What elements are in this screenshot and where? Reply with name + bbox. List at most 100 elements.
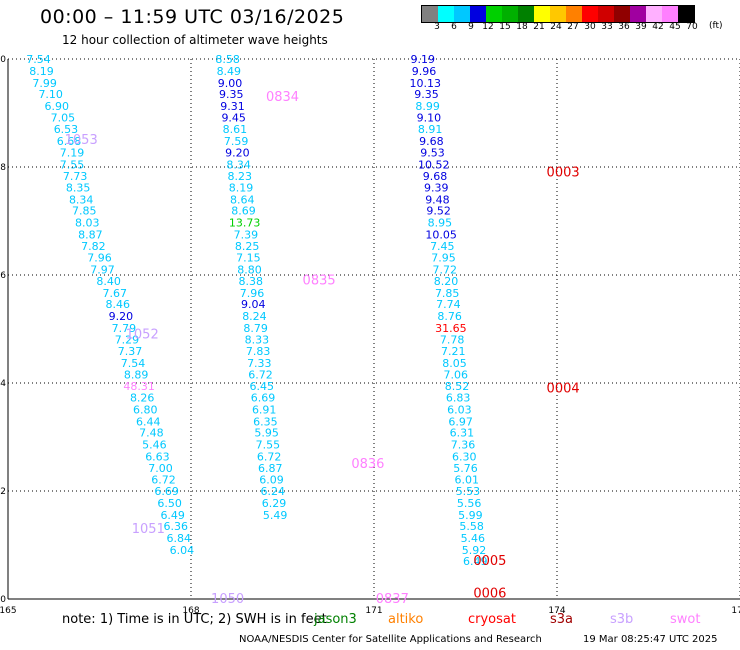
wave-height-value: 7.06 xyxy=(443,368,468,381)
color-scale-tick-label: 36 xyxy=(618,22,630,32)
wave-height-value: 9.20 xyxy=(225,146,250,159)
wave-height-value: 8.33 xyxy=(245,333,270,346)
wave-height-value: 6.97 xyxy=(448,415,473,428)
wave-height-value: 7.79 xyxy=(112,322,137,335)
wave-height-value: 9.52 xyxy=(426,205,451,218)
wave-height-value: 7.67 xyxy=(103,287,128,300)
x-tick-label: 174 xyxy=(548,606,565,616)
wave-height-value: 7.21 xyxy=(441,345,466,358)
wave-height-value: 9.53 xyxy=(420,146,445,159)
color-scale-tick-label: 30 xyxy=(584,22,596,32)
wave-height-value: 6.36 xyxy=(164,520,189,533)
track-label: 0004 xyxy=(547,381,580,396)
color-scale-tick-label: 24 xyxy=(550,22,562,32)
wave-height-value: 48.31 xyxy=(123,380,155,393)
wave-height-value: 8.58 xyxy=(215,53,240,66)
track-label: 0835 xyxy=(303,273,336,288)
track-label: 1050 xyxy=(211,592,244,607)
wave-height-value: 8.76 xyxy=(437,310,462,323)
wave-height-value: 6.63 xyxy=(145,450,170,463)
wave-height-value: 5.58 xyxy=(459,520,484,533)
wave-height-value: 7.48 xyxy=(139,427,164,440)
wave-height-value: 6.80 xyxy=(133,403,158,416)
wave-height-value: 6.01 xyxy=(454,474,479,487)
color-scale-tick-label: 39 xyxy=(635,22,647,32)
track-label: 0003 xyxy=(547,165,580,180)
wave-height-value: 7.29 xyxy=(115,333,140,346)
color-swatch-16 xyxy=(678,6,694,22)
wave-height-value: 6.44 xyxy=(136,415,161,428)
wave-height-value: 8.26 xyxy=(130,392,155,405)
satellite-s3b: s3b xyxy=(610,612,634,627)
wave-height-value: 7.00 xyxy=(148,462,173,475)
y-tick-label: 8 xyxy=(0,163,6,173)
wave-height-value: 8.24 xyxy=(242,310,267,323)
wave-height-value: 5.49 xyxy=(263,509,288,522)
wave-height-value: 8.64 xyxy=(230,193,255,206)
color-scale-tick-label: 70 xyxy=(686,22,698,32)
wave-height-value: 8.99 xyxy=(415,100,440,113)
wave-height-value: 6.72 xyxy=(248,368,273,381)
wave-height-value: 8.79 xyxy=(243,322,268,335)
color-swatch-8 xyxy=(550,6,566,22)
x-tick-label: 177 xyxy=(731,606,740,616)
wave-height-value: 10.13 xyxy=(409,77,441,90)
wave-height-value: 7.59 xyxy=(224,135,249,148)
color-swatch-2 xyxy=(454,6,470,22)
color-scale-tick-label: 27 xyxy=(567,22,579,32)
wave-height-value: 6.04 xyxy=(170,544,195,557)
wave-height-value: 7.15 xyxy=(236,252,261,265)
satellite-swot: swot xyxy=(670,612,701,627)
wave-height-value: 9.45 xyxy=(221,111,246,124)
color-scale-tick-label: 33 xyxy=(601,22,613,32)
wave-height-value: 8.69 xyxy=(231,205,256,218)
color-swatch-7 xyxy=(534,6,550,22)
color-scale-tick-label: 21 xyxy=(533,22,545,32)
satellite-cryosat: cryosat xyxy=(468,612,516,627)
wave-height-value: 6.68 xyxy=(57,135,82,148)
wave-height-value: 5.92 xyxy=(462,544,487,557)
satellite-altiko: altiko xyxy=(388,612,424,627)
wave-height-value: 8.34 xyxy=(226,158,251,171)
wave-height-value: 7.82 xyxy=(81,240,106,253)
wave-height-value: 8.80 xyxy=(237,264,262,277)
y-tick-label: 2 xyxy=(0,487,6,497)
wave-height-value: 31.65 xyxy=(435,322,467,335)
y-tick-label: 6 xyxy=(0,271,6,281)
wave-height-value: 6.53 xyxy=(54,123,79,136)
wave-height-value: 13.73 xyxy=(229,217,261,230)
y-tick-label: 0 xyxy=(0,595,6,605)
wave-height-value: 9.20 xyxy=(109,310,134,323)
wave-height-value: 7.85 xyxy=(435,287,460,300)
wave-height-value: 6.30 xyxy=(452,450,477,463)
wave-height-value: 6.03 xyxy=(447,403,472,416)
wave-height-value: 6.91 xyxy=(252,403,277,416)
note-text: 1) Time is in UTC; 2) SWH is in feet xyxy=(99,612,327,627)
color-swatch-6 xyxy=(518,6,534,22)
wave-height-value: 6.49 xyxy=(160,509,185,522)
wave-height-value: 8.23 xyxy=(228,170,253,183)
color-scale-tick-label: 9 xyxy=(468,22,474,32)
wave-height-value: 7.85 xyxy=(72,205,97,218)
color-scale-tick-label: 12 xyxy=(482,22,494,32)
track-label: 1053 xyxy=(65,133,98,148)
chart-title: 00:00 – 11:59 UTC 03/16/2025 xyxy=(40,6,345,28)
x-tick-label: 168 xyxy=(182,606,199,616)
color-scale-tick-label: 3 xyxy=(434,22,440,32)
wave-height-value: 10.52 xyxy=(418,158,450,171)
color-scale-bar xyxy=(421,5,695,23)
wave-height-value: 6.31 xyxy=(450,427,475,440)
wave-height-value: 7.96 xyxy=(240,287,265,300)
wave-height-value: 8.05 xyxy=(442,357,467,370)
track-label: 0005 xyxy=(473,554,506,569)
wave-height-value: 9.48 xyxy=(425,193,450,206)
wave-height-value: 7.19 xyxy=(60,146,85,159)
track-label: 0836 xyxy=(351,457,384,472)
track-label: 0834 xyxy=(266,90,299,105)
wave-height-value: 6.84 xyxy=(167,532,192,545)
wave-height-value: 9.19 xyxy=(411,53,436,66)
generated-timestamp: 19 Mar 08:25:47 UTC 2025 xyxy=(583,634,718,645)
wave-height-value: 9.04 xyxy=(241,298,266,311)
wave-height-value: 9.35 xyxy=(219,88,244,101)
wave-height-value: 8.19 xyxy=(29,65,54,78)
